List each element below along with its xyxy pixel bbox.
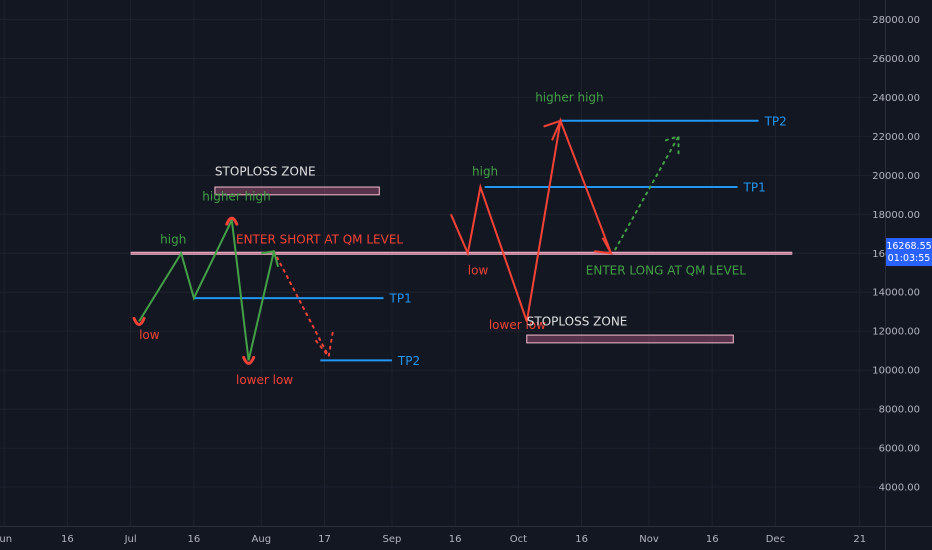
x-tick-label: 21 [853,534,866,545]
x-tick-label: Sep [382,534,401,545]
plot-area[interactable]: TP1 TP2 TP1 TP2 low high higher high lower low E… [130,90,793,387]
y-tick-label: 6000.00 [879,444,920,455]
grid-lines [0,0,885,526]
y-tick-label: 12000.00 [872,327,920,338]
y-tick-label: 22000.00 [872,132,920,143]
y-tick-label: 20000.00 [872,171,920,182]
arrowhead-mark [543,119,563,141]
series-path-1[interactable] [138,216,275,361]
arrowhead-mark [594,237,613,255]
x-tick-label: Jul [124,534,137,545]
time-axis[interactable]: Jun 16 Jul 16 Aug 17 Sep 16 Oct 16 Nov 16 Dec 21 [0,534,866,545]
annotation-label: higher high [535,90,603,104]
y-tick-label: 10000.00 [872,366,920,377]
x-tick-label: Jun [0,534,12,545]
projection-arrowhead-2 [664,135,680,159]
stoploss-zone-short[interactable] [214,186,380,196]
bar-countdown-text: 01:03:55 [888,253,931,264]
annotation-label: low [139,328,160,342]
arrowhead-mark [261,250,280,268]
x-tick-label: Nov [639,534,659,545]
x-tick-label: Aug [252,534,272,545]
current-price-text: 16268.55 [886,241,931,252]
y-tick-label: 28000.00 [872,15,920,26]
annotation-label: STOPLOSS ZONE [215,164,316,178]
x-tick-label: 16 [706,534,719,545]
y-tick-label: 14000.00 [872,288,920,299]
annotation-label: ENTER SHORT AT QM LEVEL [236,233,403,247]
y-tick-label: 26000.00 [872,54,920,65]
annotation-label: low [468,264,489,278]
annotation-label: high [472,164,498,178]
price-axis[interactable]: 4000.00 6000.00 8000.00 10000.00 12000.00 140… [872,15,932,494]
stoploss-zone-long[interactable] [526,334,734,344]
current-price-tag [886,238,932,267]
x-tick-label: 16 [187,534,200,545]
pivot-curl-mark [242,355,256,365]
tp1-short-label: TP1 [389,292,412,306]
tp2-short-label: TP2 [397,354,420,368]
annotation-label: higher high [202,190,270,204]
x-tick-label: 17 [318,534,331,545]
pivot-curl-mark [132,316,146,326]
pivot-curl-mark [225,216,239,226]
annotation-label: STOPLOSS ZONE [527,314,628,328]
y-tick-label: 4000.00 [879,483,920,494]
annotation-label: lower low [236,373,293,387]
annotation-label: high [160,233,186,247]
series-path-2[interactable] [449,117,613,322]
tp2-long-label: TP2 [764,114,787,128]
projection-path-2[interactable] [614,135,680,251]
tp1-long-label: TP1 [743,181,766,195]
projection-path-1[interactable] [272,250,330,358]
projection-arrowhead-1 [315,330,334,359]
x-tick-label: Dec [766,534,785,545]
x-tick-label: 16 [449,534,462,545]
y-tick-label: 8000.00 [879,405,920,416]
y-tick-label: 24000.00 [872,93,920,104]
annotation-label: lower low [489,318,546,332]
x-tick-label: Oct [510,534,527,545]
x-tick-label: 16 [575,534,588,545]
y-tick-label: 18000.00 [872,210,920,221]
annotation-label: ENTER LONG AT QM LEVEL [586,264,747,278]
x-tick-label: 16 [61,534,74,545]
